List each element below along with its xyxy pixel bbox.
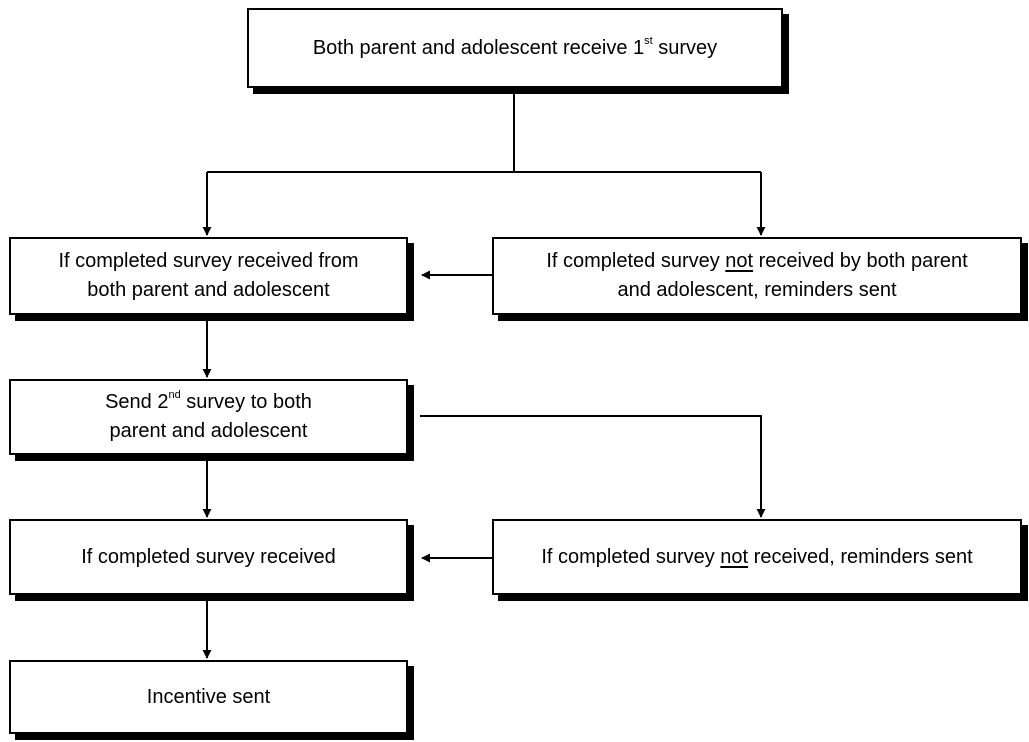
label-part: survey to both [180, 391, 312, 413]
ordinal-suffix: st [644, 34, 653, 47]
node-first-survey-label: Both parent and adolescent receive 1st s… [313, 34, 717, 63]
node-not-received-first-label: If completed survey not received by both… [546, 247, 967, 305]
node-completed-first-label: If completed survey received from both pa… [58, 247, 358, 305]
node-not-received-second: If completed survey not received, remind… [492, 519, 1022, 595]
node-completed-first: If completed survey received from both pa… [9, 237, 408, 315]
emphasis-not: not [720, 545, 749, 568]
label-part: received, reminders sent [748, 545, 973, 568]
ordinal-suffix: nd [168, 389, 181, 402]
node-incentive-sent: Incentive sent [9, 660, 408, 734]
emphasis-not: not [725, 250, 754, 272]
node-completed-second-label: If completed survey received [81, 545, 336, 568]
node-completed-second: If completed survey received [9, 519, 408, 595]
label-part: If completed survey [546, 250, 726, 272]
arrow-to-not-received-second [420, 415, 766, 518]
label-line-1: If completed survey received from [58, 250, 359, 272]
label-line-2: both parent and adolescent [87, 279, 330, 301]
node-not-received-second-label: If completed survey not received, remind… [541, 543, 972, 572]
label-part: Both parent and adolescent receive 1 [312, 36, 645, 59]
label-part: survey [652, 36, 718, 59]
label-part: Send 2 [105, 391, 169, 413]
node-send-second: Send 2nd survey to both parent and adoles… [9, 379, 408, 455]
label-part: received by both parent [753, 250, 968, 272]
node-incentive-sent-label: Incentive sent [146, 685, 271, 708]
label-line-2: and adolescent, reminders sent [617, 279, 897, 301]
node-not-received-first: If completed survey not received by both… [492, 237, 1022, 315]
node-first-survey: Both parent and adolescent receive 1st s… [247, 8, 783, 88]
label-line-2: parent and adolescent [109, 420, 308, 442]
node-send-second-label: Send 2nd survey to both parent and adoles… [105, 388, 312, 446]
label-part: If completed survey [541, 545, 721, 568]
